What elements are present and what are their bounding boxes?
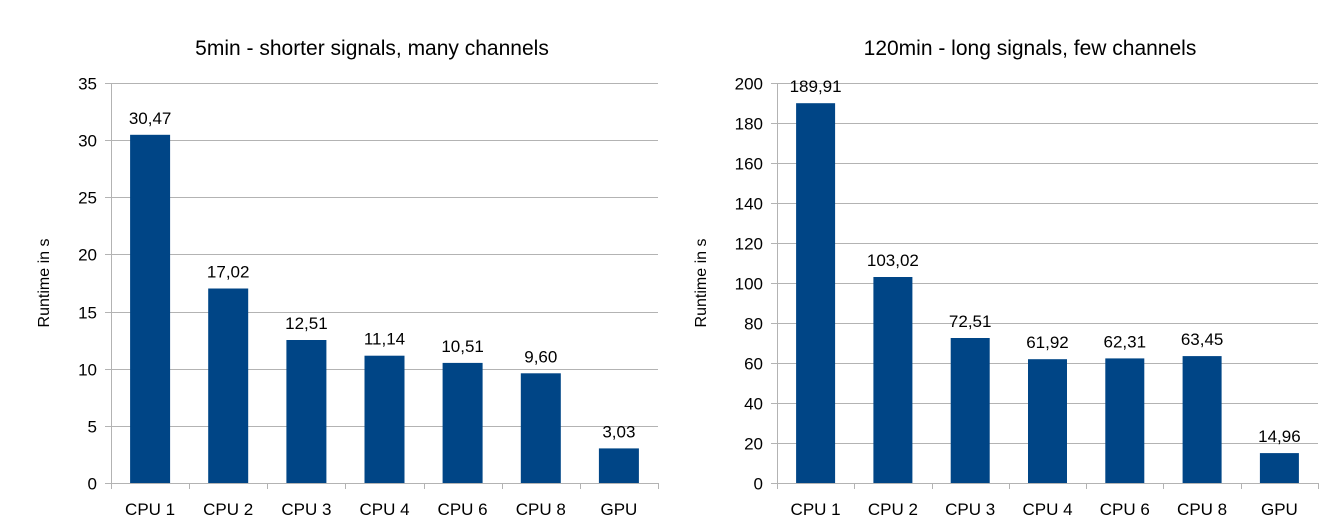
- x-tick-label: CPU 4: [1022, 500, 1072, 519]
- bar: [442, 362, 483, 483]
- data-label: 3,03: [602, 422, 635, 441]
- bar: [286, 340, 327, 483]
- y-axis-label: Runtime in s: [36, 239, 53, 328]
- data-label: 189,91: [790, 77, 842, 96]
- y-tick-label: 180: [735, 115, 763, 134]
- data-label: 9,60: [524, 347, 557, 366]
- x-tick-label: CPU 4: [359, 500, 409, 519]
- bar: [1105, 358, 1145, 483]
- y-tick-label: 0: [88, 475, 97, 494]
- bar: [598, 448, 639, 483]
- bar: [950, 338, 990, 483]
- data-label: 61,92: [1026, 333, 1069, 352]
- y-tick-label: 35: [78, 75, 97, 94]
- bar: [208, 288, 249, 483]
- data-label: 14,96: [1258, 427, 1301, 446]
- y-tick-label: 100: [735, 275, 763, 294]
- x-tick-label: CPU 2: [203, 500, 253, 519]
- x-tick-label: CPU 8: [1177, 500, 1227, 519]
- x-tick-label: GPU: [600, 500, 637, 519]
- x-tick-label: CPU 8: [516, 500, 566, 519]
- y-tick-label: 5: [88, 418, 97, 437]
- data-label: 30,47: [129, 109, 172, 128]
- bar: [1259, 453, 1299, 483]
- y-tick-label: 0: [754, 475, 763, 494]
- data-label: 17,02: [207, 263, 250, 282]
- bar: [1182, 356, 1222, 483]
- y-axis-label: Runtime in s: [693, 239, 710, 328]
- y-tick-label: 20: [744, 435, 763, 454]
- y-tick-label: 25: [78, 189, 97, 208]
- y-tick-label: 140: [735, 195, 763, 214]
- x-tick-label: CPU 6: [438, 500, 488, 519]
- data-label: 12,51: [285, 314, 328, 333]
- y-tick-label: 20: [78, 246, 97, 265]
- y-tick-label: 200: [735, 75, 763, 94]
- data-label: 10,51: [441, 337, 484, 356]
- x-tick-label: CPU 3: [281, 500, 331, 519]
- bar: [1028, 359, 1067, 483]
- x-tick-label: GPU: [1261, 500, 1298, 519]
- y-tick-label: 60: [744, 355, 763, 374]
- bar: [796, 103, 836, 483]
- y-tick-label: 160: [735, 155, 763, 174]
- data-label: 11,14: [364, 330, 405, 349]
- data-label: 63,45: [1181, 330, 1224, 349]
- x-tick-label: CPU 2: [868, 500, 918, 519]
- y-tick-label: 15: [78, 304, 97, 323]
- bar: [873, 277, 913, 483]
- x-tick-label: CPU 1: [125, 500, 175, 519]
- x-tick-label: CPU 3: [945, 500, 995, 519]
- chart-title: 5min - shorter signals, many channels: [195, 37, 549, 60]
- x-tick-label: CPU 1: [791, 500, 841, 519]
- x-tick-label: CPU 6: [1100, 500, 1150, 519]
- bar: [364, 355, 405, 483]
- bar: [520, 373, 561, 483]
- bar: [130, 134, 171, 484]
- data-label: 103,02: [867, 251, 919, 270]
- y-tick-label: 120: [735, 235, 763, 254]
- data-label: 72,51: [949, 312, 992, 331]
- y-tick-label: 30: [78, 132, 97, 151]
- y-tick-label: 40: [744, 395, 763, 414]
- data-label: 62,31: [1104, 332, 1147, 351]
- y-tick-label: 10: [78, 361, 97, 380]
- y-tick-label: 80: [744, 315, 763, 334]
- chart-title: 120min - long signals, few channels: [864, 37, 1197, 60]
